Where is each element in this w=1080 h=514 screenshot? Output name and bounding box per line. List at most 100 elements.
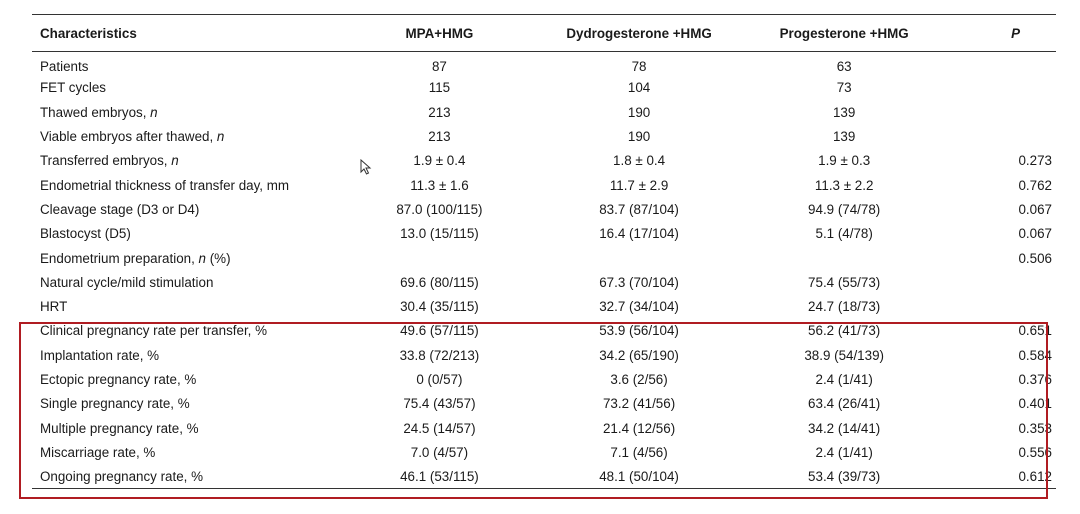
table-row: FET cycles 115 104 73 [32,76,1056,100]
row-label: Multiple pregnancy rate, % [40,420,199,436]
cell-progesterone-hmg: 53.4 (39/73) [739,464,950,490]
cell-dydrogesterone-hmg: 73.2 (41/56) [602,396,676,412]
cell-p-value: 0.376 [1018,372,1052,387]
cell-progesterone-hmg: 1.9 ± 0.3 [818,153,871,169]
cell-p-value: 0.353 [1018,420,1052,436]
cell-p-value [949,124,1056,148]
cell-p-value [949,100,1056,124]
row-label: Endometrial thickness of transfer day, m… [40,177,290,193]
row-label: HRT [40,299,68,315]
row-label: Natural cycle/mild stimulation [40,274,214,290]
cell-progesterone-hmg: 2.4 (1/41) [815,372,873,387]
cell-mpa-hmg [340,246,539,270]
cell-mpa-hmg: 30.4 (35/115) [400,299,479,315]
cell-mpa-hmg: 33.8 (72/213) [399,347,480,363]
cell-progesterone-hmg: 139 [832,129,856,145]
table-row: Blastocyst (D5) 13.0 (15/115) 16.4 (17/104… [32,222,1056,246]
table-row: HRT 30.4 (35/115) 32.7 (34/104) 24.7 (18/73… [32,294,1056,318]
cell-p-value: 0.506 [1018,250,1052,266]
cell-mpa-hmg: 115 [428,80,451,96]
cell-progesterone-hmg: 139 [832,104,856,120]
cell-dydrogesterone-hmg: 7.1 (4/56) [610,444,668,460]
cell-progesterone-hmg: 11.3 ± 2.2 [814,177,874,193]
table-row: Thawed embryos, n 213 190 139 [32,100,1056,124]
cell-p-value [949,52,1056,76]
row-label: Patients [40,59,89,75]
table-row: Patients 87 78 63 [32,52,1056,76]
cell-mpa-hmg: 87 [431,59,447,75]
row-label: Transferred embryos, n [40,153,179,169]
table-body: Patients 87 78 63 FET cycles 115 104 73 Thawed e… [32,52,1056,490]
row-label: Ectopic pregnancy rate, % [40,372,197,387]
cell-dydrogesterone-hmg: 190 [627,129,651,145]
table-row: Clinical pregnancy rate per transfer, % 4… [32,319,1056,343]
cell-p-value: 0.067 [1018,201,1052,217]
table-row: Transferred embryos, n 1.9 ± 0.4 1.8 ± 0.4… [32,149,1056,173]
cell-mpa-hmg: 46.1 (53/115) [339,464,539,490]
table-row: Ongoing pregnancy rate, % 46.1 (53/115) 48… [32,464,1056,490]
cell-dydrogesterone-hmg: 67.3 (70/104) [599,274,679,290]
cell-p-value: 0.584 [1018,347,1052,363]
row-label: Clinical pregnancy rate per transfer, % [40,323,268,339]
cell-dydrogesterone-hmg: 53.9 (56/104) [599,323,679,339]
cell-p-value [949,294,1056,318]
cell-progesterone-hmg: 2.4 (1/41) [815,444,873,460]
cell-mpa-hmg: 13.0 (15/115) [400,226,479,242]
table-row: Implantation rate, % 33.8 (72/213) 34.2 (6… [32,343,1056,367]
cell-dydrogesterone-hmg: 78 [631,59,647,75]
cell-dydrogesterone-hmg [539,246,739,270]
cell-progesterone-hmg: 63 [836,59,852,75]
row-label: Implantation rate, % [40,347,160,363]
cell-dydrogesterone-hmg: 16.4 (17/104) [599,226,679,242]
cell-dydrogesterone-hmg: 32.7 (34/104) [599,299,679,315]
cell-progesterone-hmg: 5.1 (4/78) [815,226,873,242]
cell-progesterone-hmg: 63.4 (26/41) [808,396,881,412]
characteristics-table: Characteristics MPA+HMG Dydrogesterone +… [32,14,1056,490]
cell-dydrogesterone-hmg: 3.6 (2/56) [610,372,668,387]
cell-mpa-hmg: 7.0 (4/57) [410,444,469,460]
cell-progesterone-hmg: 56.2 (41/73) [808,323,881,339]
table-header-row: Characteristics MPA+HMG Dydrogesterone +… [32,14,1056,52]
cell-progesterone-hmg: 34.2 (14/41) [808,420,881,436]
cell-p-value [949,76,1056,100]
cell-progesterone-hmg: 75.4 (55/73) [808,274,881,290]
cell-mpa-hmg: 0 (0/57) [416,372,463,387]
header-progesterone-hmg: Progesterone +HMG [739,14,950,52]
cell-mpa-hmg: 87.0 (100/115) [396,201,483,217]
cell-p-value [949,270,1056,294]
table-row: Single pregnancy rate, % 75.4 (43/57) 73.2… [32,392,1056,416]
cell-dydrogesterone-hmg: 21.4 (12/56) [602,420,676,436]
row-label: Single pregnancy rate, % [40,396,190,412]
cell-progesterone-hmg: 24.7 (18/73) [808,299,881,315]
table-row: Multiple pregnancy rate, % 24.5 (14/57) 21… [32,416,1056,440]
mouse-pointer-icon [360,159,372,175]
table-row: Ectopic pregnancy rate, % 0 (0/57) 3.6 (2/… [32,367,1056,391]
header-dydrogesterone-hmg: Dydrogesterone +HMG [538,14,740,52]
cell-p-value: 0.273 [1018,153,1052,169]
row-label: Endometrium preparation, n (%) [40,250,231,266]
cell-mpa-hmg: 213 [428,104,451,120]
row-label: Miscarriage rate, % [40,444,156,460]
header-p-value: P [949,14,1056,52]
row-label: Ongoing pregnancy rate, % [32,464,340,490]
row-label: Thawed embryos, n [40,104,158,120]
table-row: Natural cycle/mild stimulation 69.6 (80/1… [32,270,1056,294]
cell-p-value: 0.067 [1018,226,1052,242]
row-label: Viable embryos after thawed, n [40,129,225,145]
row-label: Blastocyst (D5) [40,226,131,242]
table-row: Viable embryos after thawed, n 213 190 139 [32,124,1056,148]
cell-p-value: 0.401 [1018,396,1052,412]
row-label: Cleavage stage (D3 or D4) [40,201,200,217]
cell-dydrogesterone-hmg: 1.8 ± 0.4 [613,153,666,169]
cell-progesterone-hmg: 94.9 (74/78) [808,201,881,217]
table-row: Endometrium preparation, n (%) 0.506 [32,246,1056,270]
header-characteristics: Characteristics [32,14,340,52]
cell-mpa-hmg: 1.9 ± 0.4 [413,153,466,169]
cell-progesterone-hmg: 38.9 (54/139) [804,347,884,363]
cell-mpa-hmg: 69.6 (80/115) [400,274,479,290]
cell-dydrogesterone-hmg: 190 [627,104,651,120]
cell-dydrogesterone-hmg: 104 [627,80,651,96]
cell-mpa-hmg: 24.5 (14/57) [403,420,476,436]
cell-dydrogesterone-hmg: 48.1 (50/104) [538,464,740,490]
